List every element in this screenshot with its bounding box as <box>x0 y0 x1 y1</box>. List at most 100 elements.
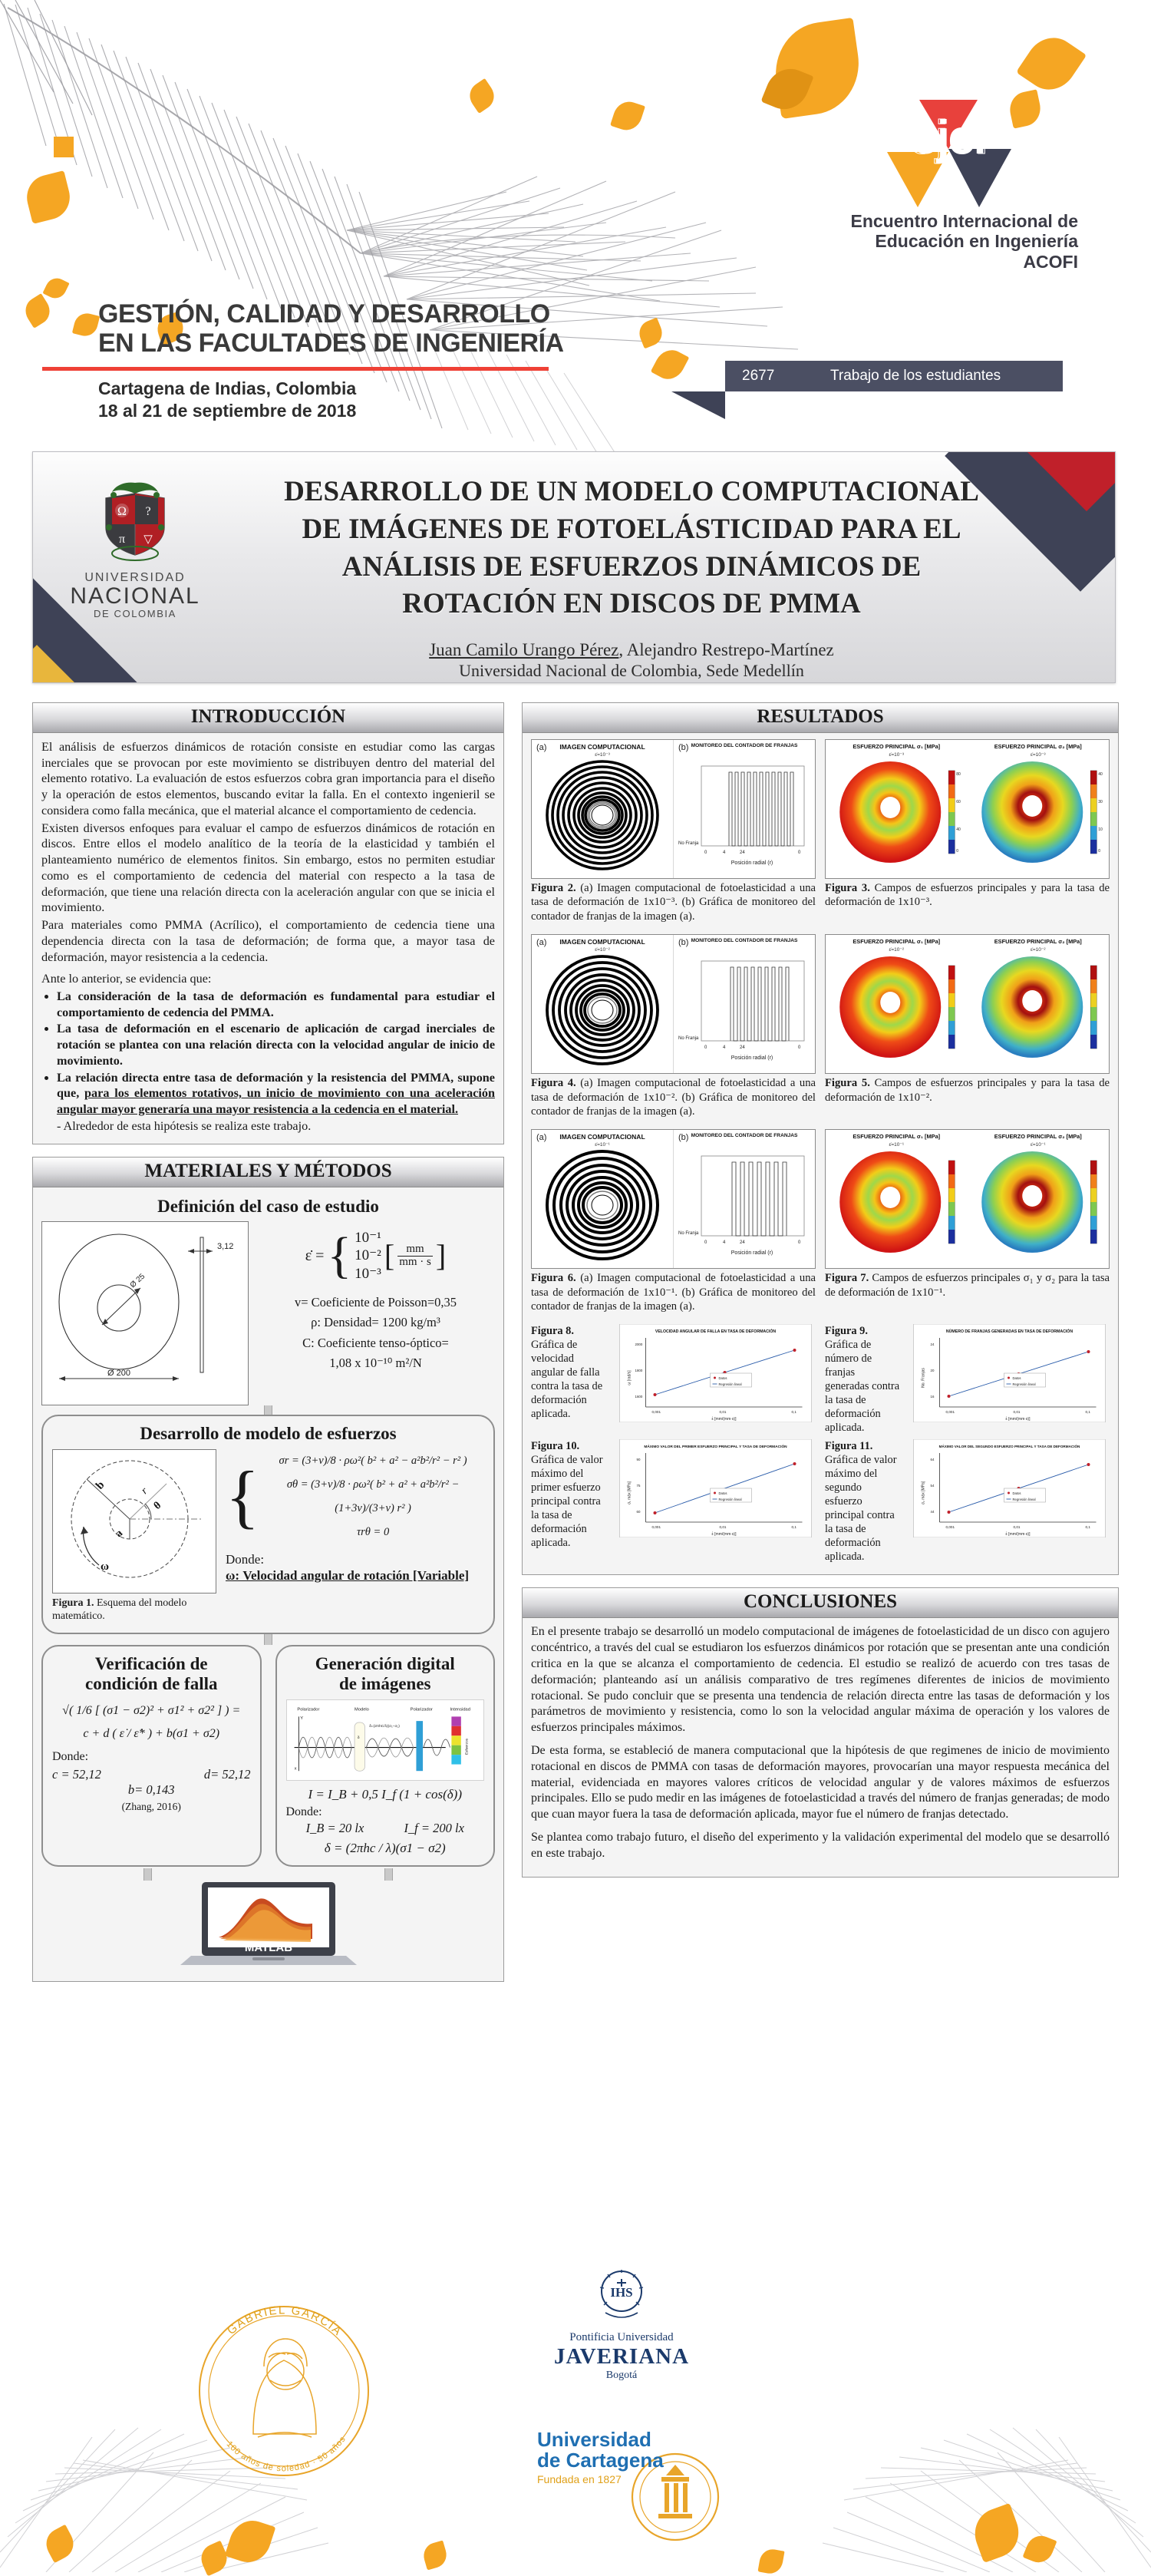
svg-text:0,1: 0,1 <box>792 1410 797 1414</box>
intro-lead-in: Ante lo anterior, se evidencia que: <box>41 972 212 986</box>
figura-2-text: (a) Imagen computacional de fotoelastici… <box>531 882 816 923</box>
svg-text:0,1: 0,1 <box>1086 1410 1091 1414</box>
figura-3-label: Figura 3. <box>825 882 870 894</box>
figura-11-plot: MÁXIMO VALOR DEL SEGUNDO ESFUERZO PRINCI… <box>909 1439 1110 1541</box>
stress-right-sub: ε̇=10⁻³ <box>1030 752 1046 758</box>
panel-b-title: MONITOREO DEL CONTADOR DE FRANJAS <box>691 743 798 748</box>
cartagena-line-2: de Cartagena <box>537 2449 664 2472</box>
stress-field-sigma2-icon <box>981 1151 1097 1253</box>
figura-11-label: Figura 11. <box>825 1440 873 1453</box>
conference-place-dates: Cartagena de Indias, Colombia 18 al 21 d… <box>98 378 574 422</box>
disc-dimension-drawing-icon: Ø 25 Ø 200 3,12 <box>58 1234 233 1381</box>
gen-where-label: Donde: <box>285 1805 322 1818</box>
panel-materiales-metodos: MATERIALES Y MÉTODOS Definición del caso… <box>32 1156 504 1982</box>
figura-11-text: Gráfica de valor máximo del segundo esfu… <box>825 1454 897 1564</box>
unal-shield-icon: Ω ? π ▽ <box>105 482 165 561</box>
chart-xlabel: ἑ [mm/(mm·s)] <box>712 1531 737 1537</box>
legend-datos: Datos <box>719 1491 727 1495</box>
svg-text:0,01: 0,01 <box>720 1410 727 1414</box>
stress-right-sub: ε̇=10⁻² <box>1030 947 1046 953</box>
legend-regresion: Regresión lineal <box>1013 1498 1036 1501</box>
conference-title: GESTIÓN, CALIDAD Y DESARROLLO EN LAS FAC… <box>98 299 574 358</box>
svg-text:?: ? <box>145 505 150 518</box>
fringe-counter-plot-icon: No Franja 0 4 24 0 Posición radial (r) <box>678 1155 805 1256</box>
figura-2-caption: Figura 2. (a) Imagen computacional de fo… <box>531 881 816 923</box>
results-row: IMAGEN COMPUTACIONAL ε̇=10⁻² (a) <box>531 934 1110 1126</box>
figura-9-caption: Figura 9. Gráfica de número de franjas g… <box>825 1324 900 1435</box>
legend-datos: Datos <box>1013 1376 1021 1380</box>
svg-text:Y: Y <box>300 1716 303 1721</box>
strain-symbol: ε̇ = <box>305 1247 325 1264</box>
flow-connector <box>143 1868 152 1881</box>
model-equation: τrθ = 0 <box>356 1526 390 1539</box>
model-label: Modelo <box>355 1707 369 1712</box>
svg-text:0,1: 0,1 <box>1086 1525 1091 1529</box>
figura-6-text: (a) Imagen computacional de fotoelastici… <box>531 1272 816 1313</box>
svg-text:0,001: 0,001 <box>652 1525 661 1529</box>
author-primary: Juan Camilo Urango Pérez <box>429 640 619 659</box>
intensity-label: Intensidad <box>450 1707 470 1712</box>
svg-text:10: 10 <box>1098 827 1103 832</box>
stress-left-title: ESFUERZO PRINCIPAL σ₁ [MPa] <box>853 743 941 750</box>
panel-b-xlabel: Posición radial (r) <box>731 1055 773 1061</box>
legend-datos: Datos <box>1013 1491 1021 1495</box>
fringe-counter-plot-icon: No Franja 0 4 24 0 Posición radial (r) <box>678 960 805 1061</box>
stress-left-sub: ε̇=10⁻¹ <box>889 1142 905 1148</box>
flow-connector <box>264 1405 272 1415</box>
chart-xlabel: ἑ [mm/(mm·s)] <box>712 1416 737 1422</box>
svg-text:0,1: 0,1 <box>792 1525 797 1529</box>
chart-title: NÚMERO DE FRANJAS GENERADAS EN TASA DE D… <box>946 1328 1073 1334</box>
svg-text:90: 90 <box>637 1458 641 1461</box>
intro-paragraph: Existen diversos enfoques para evaluar e… <box>41 821 495 915</box>
svg-text:δ: δ <box>357 1735 359 1740</box>
panel-a-sub: ε̇=10⁻³ <box>595 752 610 758</box>
strain-unit-denominator: mm · s <box>399 1255 431 1268</box>
legend-regresion: Regresión lineal <box>719 1382 742 1386</box>
panel-b-xlabel: Posición radial (r) <box>731 860 773 866</box>
red-divider <box>42 367 549 371</box>
flow-connector <box>264 1633 272 1645</box>
intro-bullet-text: La consideración de la tasa de deformaci… <box>57 989 495 1019</box>
title-line-3: ANÁLISIS DE ESFUERZOS DINÁMICOS DE <box>341 550 922 583</box>
figura-9-plot: NÚMERO DE FRANJAS GENERADAS EN TASA DE D… <box>909 1324 1110 1426</box>
svg-text:60: 60 <box>956 800 961 804</box>
strain-unit-numerator: mm <box>397 1243 433 1257</box>
figura-8-plot: VELOCIDAD ANGULAR DE FALLA EN TASA DE DE… <box>615 1324 816 1426</box>
strain-rate-unit: mm mm · s <box>397 1243 433 1269</box>
conclusion-paragraph: Se plantea como trabajo futuro, el diseñ… <box>531 1830 1110 1860</box>
verificacion-title-line-1: Verificación de <box>94 1653 208 1673</box>
panel-a-label: (a) <box>536 1133 547 1143</box>
model-schematic: b r θ a ω <box>52 1448 216 1593</box>
universidad-nacional-logo: Ω ? π ▽ UNIVERSIDAD NACIONAL DE COLOMBIA <box>62 477 208 619</box>
brace-open-icon: { <box>327 1227 352 1284</box>
stress-left-title: ESFUERZO PRINCIPAL σ₁ [MPa] <box>853 938 941 946</box>
svg-text:1600: 1600 <box>635 1395 643 1399</box>
gen-delta: δ = (2πhc / λ)(σ1 − σ2) <box>324 1840 446 1855</box>
conclusiones-body: En el presente trabajo se desarrolló un … <box>523 1618 1118 1876</box>
unal-logo-line-1: UNIVERSIDAD <box>84 571 186 584</box>
figura-4-text: (a) Imagen computacional de fotoelastici… <box>531 1077 816 1118</box>
rotating-disc-schematic-icon: b r θ a ω <box>71 1460 203 1578</box>
chart-xlabel: ἑ [mm/(mm·s)] <box>1006 1416 1031 1422</box>
figura-6-caption: Figura 6. (a) Imagen computacional de fo… <box>531 1271 816 1313</box>
generacion-title: Generación digital de imágenes <box>286 1654 485 1694</box>
matlab-label: MATLAB <box>244 1941 292 1954</box>
gen-IB: I_B = 20 lx <box>305 1820 364 1835</box>
results-row: IMAGEN COMPUTACIONAL ε̇=10⁻³ (a) <box>531 739 1110 931</box>
modelo-esfuerzos-title: Desarrollo de modelo de esfuerzos <box>140 1423 397 1443</box>
figura-1-text: Esquema del modelo matemático. <box>52 1597 187 1623</box>
svg-text:0,01: 0,01 <box>720 1525 727 1529</box>
verificacion-title: Verificación de condición de falla <box>52 1654 251 1694</box>
figura-9-text: Gráfica de número de franjas generadas c… <box>825 1339 900 1435</box>
stress-right-sub: ε̇=10⁻¹ <box>1030 1142 1046 1148</box>
figura-1-caption: Figura 1. Esquema del modelo matemático. <box>52 1597 216 1623</box>
figura-11-caption: Figura 11. Gráfica de valor máximo del s… <box>825 1439 900 1564</box>
svg-text:24: 24 <box>931 1342 935 1346</box>
intro-paragraph: Para materiales como PMMA (Acrílico), el… <box>41 918 495 964</box>
panel-a-label: (a) <box>536 743 547 752</box>
introduccion-body: El análisis de esfuerzos dinámicos de ro… <box>33 733 503 1144</box>
svg-text:▽: ▽ <box>143 533 153 546</box>
unal-logo-line-2: NACIONAL <box>70 583 200 609</box>
conference-place: Cartagena de Indias, Colombia <box>98 378 357 398</box>
panel-b-ylabel: No Franja <box>678 1036 699 1041</box>
